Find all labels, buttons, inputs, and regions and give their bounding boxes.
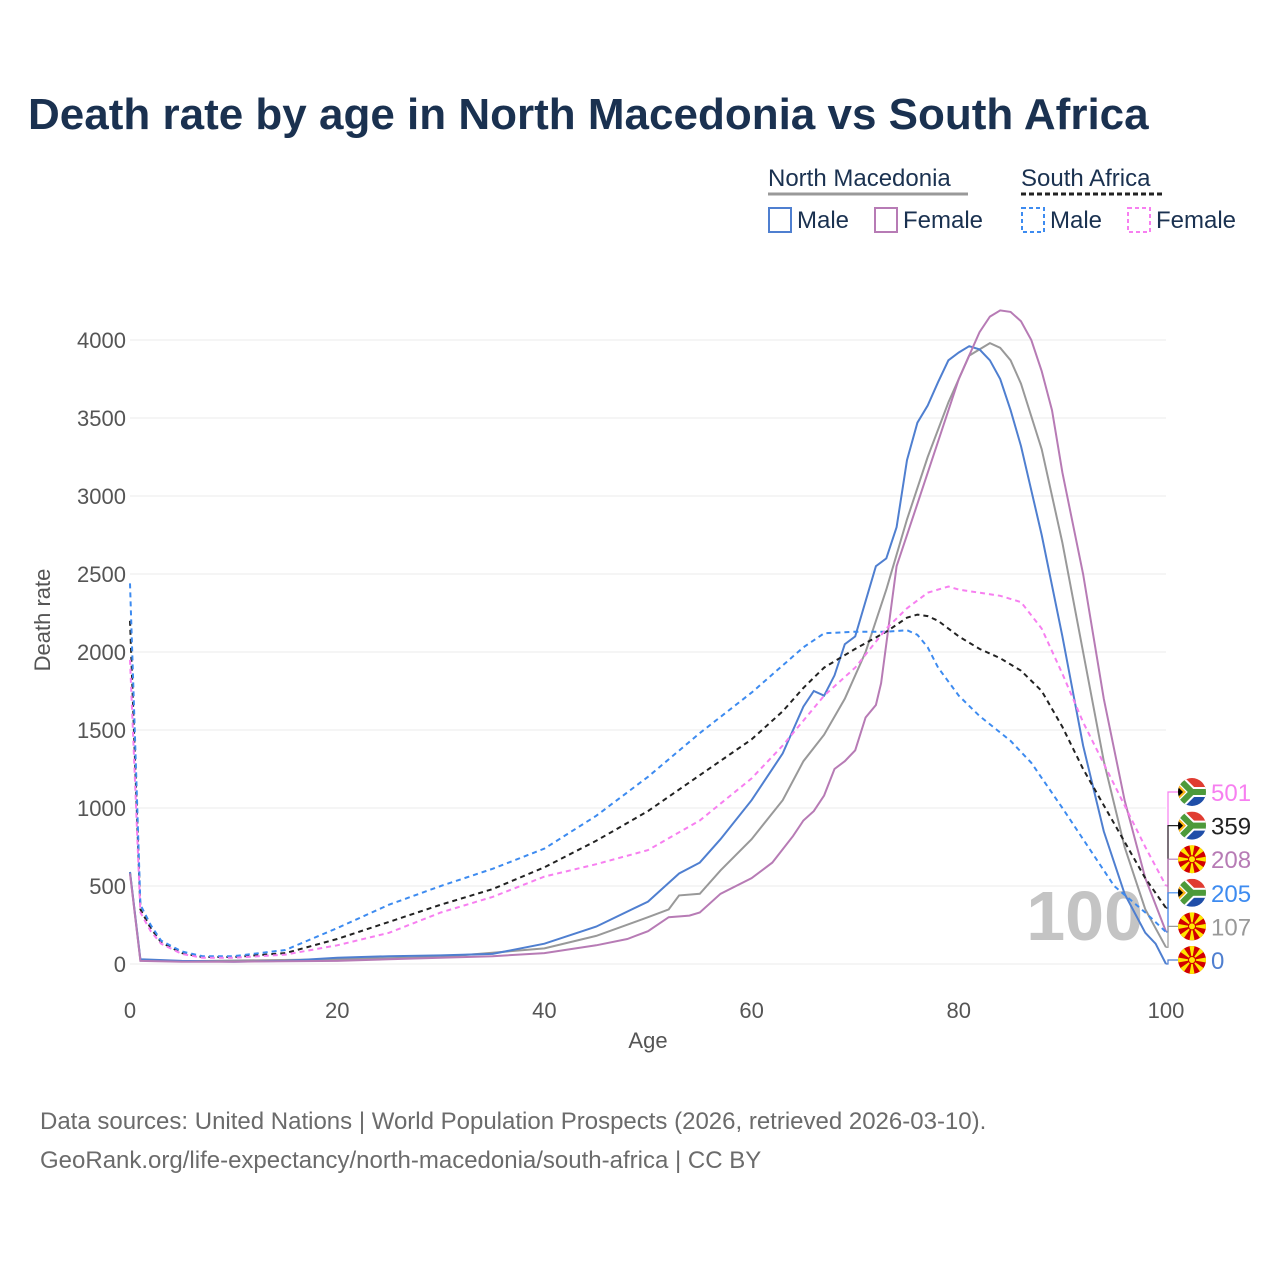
north-macedonia-flag-icon bbox=[1178, 845, 1206, 874]
end-value-label: 208 bbox=[1211, 847, 1251, 874]
y-tick-label: 3500 bbox=[77, 406, 126, 431]
y-tick-label: 3000 bbox=[77, 484, 126, 509]
x-tick-label: 20 bbox=[325, 998, 349, 1023]
legend-item-label[interactable]: Female bbox=[1156, 207, 1236, 234]
y-tick-label: 1000 bbox=[77, 796, 126, 821]
y-tick-label: 2000 bbox=[77, 640, 126, 665]
legend-swatch bbox=[1127, 207, 1151, 233]
series-line-north-macedonia-total bbox=[129, 341, 1167, 963]
y-tick-label: 4000 bbox=[77, 328, 126, 353]
legend-group-title: North Macedonia bbox=[768, 165, 951, 192]
chart-title: Death rate by age in North Macedonia vs … bbox=[28, 90, 1149, 139]
legend-item-label[interactable]: Male bbox=[1050, 207, 1102, 234]
series-line-south-africa-female bbox=[129, 585, 1167, 959]
series-line-south-africa-total bbox=[129, 613, 1167, 958]
age-marker: 100 bbox=[1026, 877, 1143, 955]
y-tick-label: 1500 bbox=[77, 718, 126, 743]
legend-item-label[interactable]: Male bbox=[797, 207, 849, 234]
end-value-label: 501 bbox=[1211, 780, 1251, 807]
y-tick-label: 0 bbox=[114, 952, 126, 977]
south-africa-flag-icon bbox=[1178, 811, 1206, 840]
series-line-north-macedonia-female bbox=[129, 309, 1167, 963]
end-value-label: 0 bbox=[1211, 948, 1224, 975]
north-macedonia-flag-icon bbox=[1178, 912, 1206, 941]
south-africa-flag-icon bbox=[1178, 778, 1206, 806]
legend-swatch bbox=[1021, 207, 1045, 233]
x-tick-label: 100 bbox=[1148, 998, 1185, 1023]
north-macedonia-flag-icon bbox=[1178, 946, 1206, 974]
x-tick-label: 60 bbox=[739, 998, 763, 1023]
legend-swatch bbox=[874, 207, 898, 233]
legend-item-label[interactable]: Female bbox=[903, 207, 983, 234]
source-line-2: GeoRank.org/life-expectancy/north-macedo… bbox=[40, 1147, 762, 1174]
x-tick-label: 0 bbox=[124, 998, 136, 1023]
end-label-connector bbox=[1166, 959, 1178, 965]
end-label-connector bbox=[1166, 892, 1178, 933]
x-tick-label: 40 bbox=[532, 998, 556, 1023]
source-line-1: Data sources: United Nations | World Pop… bbox=[40, 1108, 987, 1135]
end-label-connector bbox=[1166, 925, 1178, 948]
y-axis-label: Death rate bbox=[30, 569, 55, 672]
legend-group-title: South Africa bbox=[1021, 165, 1151, 192]
legend-swatch bbox=[768, 207, 792, 233]
end-value-label: 205 bbox=[1211, 881, 1251, 908]
south-africa-flag-icon bbox=[1178, 878, 1206, 907]
y-tick-label: 2500 bbox=[77, 562, 126, 587]
y-tick-label: 500 bbox=[89, 874, 126, 899]
end-value-label: 107 bbox=[1211, 914, 1251, 941]
series-line-north-macedonia-male bbox=[129, 345, 1167, 965]
end-value-label: 359 bbox=[1211, 814, 1251, 841]
series-line-south-africa-male bbox=[129, 583, 1167, 958]
x-tick-label: 80 bbox=[947, 998, 971, 1023]
x-axis-label: Age bbox=[628, 1028, 667, 1053]
